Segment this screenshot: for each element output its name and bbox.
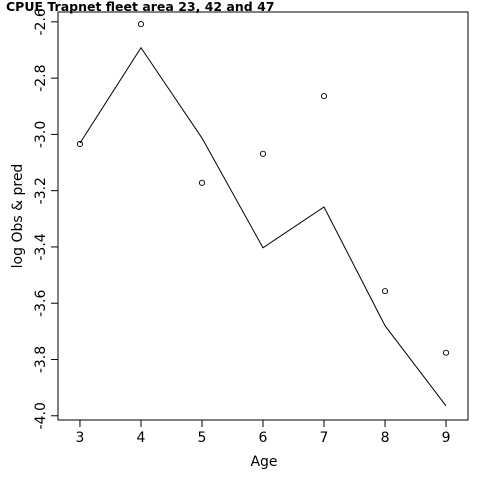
observed-point: [259, 150, 267, 157]
x-tick-label: 6: [259, 430, 268, 446]
x-tick-label: 9: [442, 430, 451, 446]
observed-point: [320, 93, 328, 100]
predicted-line: [79, 46, 447, 407]
y-axis: -2.6 -2.8 -3.0 -3.2 -3.4 -3.6 -3.8 -4.0: [33, 8, 58, 429]
x-axis-label: Age: [250, 454, 277, 470]
observed-point: [76, 140, 84, 148]
plot-frame: [57, 11, 469, 421]
x-tick-label: 4: [137, 430, 146, 446]
x-tick-label: 8: [381, 430, 390, 446]
observed-point: [198, 179, 206, 186]
y-tick-label: -3.6: [33, 289, 49, 316]
y-tick-label: -3.4: [33, 233, 49, 260]
y-tick-label: -2.8: [33, 64, 49, 91]
x-tick-label: 5: [198, 430, 207, 446]
x-tick-label: 7: [320, 430, 329, 446]
y-axis-label: log Obs & pred: [10, 164, 26, 269]
chart-title: CPUE Trapnet fleet area 23, 42 and 47: [6, 0, 274, 14]
y-tick-label: -3.2: [33, 177, 49, 204]
y-tick-label: -2.6: [33, 8, 49, 35]
observed-point: [137, 21, 145, 28]
x-tick-label: 3: [76, 430, 85, 446]
x-axis: 3 4 5 6 7 8 9: [76, 420, 451, 446]
series-layer: [76, 21, 450, 407]
observed-point: [381, 288, 389, 295]
y-tick-label: -3.8: [33, 346, 49, 373]
y-tick-label: -4.0: [33, 402, 49, 429]
y-tick-label: -3.0: [33, 121, 49, 148]
observed-point: [442, 349, 450, 356]
